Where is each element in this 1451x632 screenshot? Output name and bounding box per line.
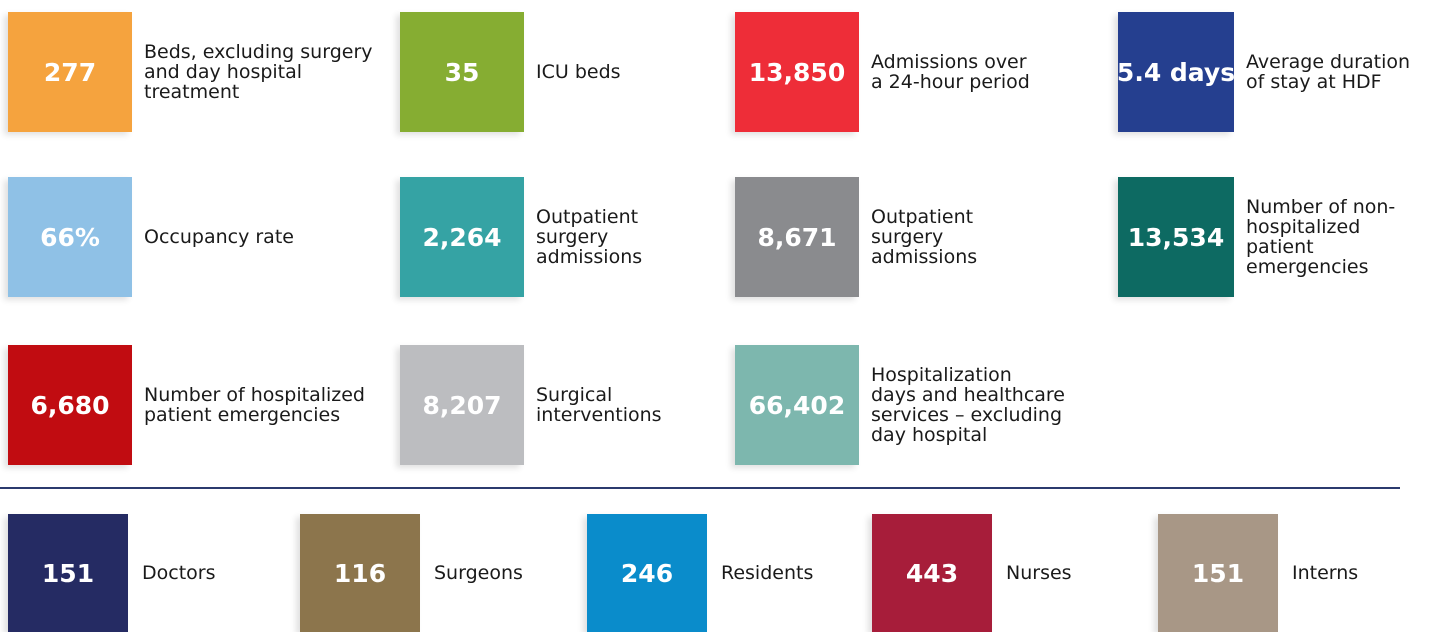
label-line: days and healthcare [871, 384, 1065, 406]
stat-label: ICU beds [536, 12, 736, 132]
staff-label: Interns [1292, 562, 1359, 584]
label-line: services – excluding [871, 404, 1063, 426]
label-line: Hospitalization [871, 364, 1012, 386]
stat-label: Beds, excluding surgery and day hospital t… [144, 12, 404, 132]
stat-value: 5.4 days [1117, 12, 1235, 132]
label-line: Average duration [1246, 51, 1411, 73]
stat-label: Average duration of stay at HDF [1246, 12, 1451, 132]
label-line: Outpatient [536, 206, 639, 228]
stat-label: Number of hospitalized patient emergencie… [144, 345, 404, 465]
stat-label: Occupancy rate [144, 177, 404, 297]
label-line: Number of non- [1246, 196, 1396, 218]
stat-value: 6,680 [8, 345, 132, 465]
staff-value: 151 [1158, 514, 1278, 632]
label-line: a 24-hour period [871, 71, 1030, 93]
label-line: patient [1246, 236, 1314, 258]
label-line: surgery [536, 226, 609, 248]
label-line: surgery [871, 226, 944, 248]
staff-value: 116 [300, 514, 420, 632]
label-line: patient emergencies [144, 404, 341, 426]
label-line: Admissions over [871, 51, 1027, 73]
label-line: day hospital [871, 424, 988, 446]
stat-label: Outpatient surgery admissions [536, 177, 736, 297]
stat-label: Outpatient surgery admissions [871, 177, 1111, 297]
label-line: of stay at HDF [1246, 71, 1382, 93]
staff-label: Residents [721, 562, 814, 584]
staff-value: 443 [872, 514, 992, 632]
label-line: ICU beds [536, 61, 621, 83]
label-line: and day hospital [144, 61, 303, 83]
staff-value: 246 [587, 514, 707, 632]
label-line: treatment [144, 81, 240, 103]
staff-value: 151 [8, 514, 128, 632]
label-line: hospitalized [1246, 216, 1361, 238]
staff-label: Doctors [142, 562, 216, 584]
stat-value: 2,264 [400, 177, 524, 297]
stat-value: 8,671 [735, 177, 859, 297]
stat-label: Surgical interventions [536, 345, 736, 465]
stat-value: 35 [400, 12, 524, 132]
stat-label: Hospitalization days and healthcare servic… [871, 345, 1111, 465]
label-line: interventions [536, 404, 662, 426]
label-line: emergencies [1246, 256, 1369, 278]
label-line: Outpatient [871, 206, 974, 228]
stat-value: 66% [8, 177, 132, 297]
label-line: Beds, excluding surgery [144, 41, 373, 63]
stat-value: 13,850 [735, 12, 859, 132]
stat-label: Number of non-hospitalized patient emergen… [1246, 177, 1451, 297]
label-line: admissions [871, 246, 978, 268]
staff-label: Surgeons [434, 562, 523, 584]
stat-value: 277 [8, 12, 132, 132]
stat-value: 8,207 [400, 345, 524, 465]
staff-label: Nurses [1006, 562, 1072, 584]
label-line: Occupancy rate [144, 226, 294, 248]
label-line: Number of hospitalized [144, 384, 365, 406]
label-line: admissions [536, 246, 643, 268]
stat-value: 66,402 [735, 345, 859, 465]
stat-label: Admissions over a 24-hour period [871, 12, 1111, 132]
divider [0, 487, 1400, 489]
label-line: Surgical [536, 384, 613, 406]
stat-value: 13,534 [1118, 177, 1234, 297]
